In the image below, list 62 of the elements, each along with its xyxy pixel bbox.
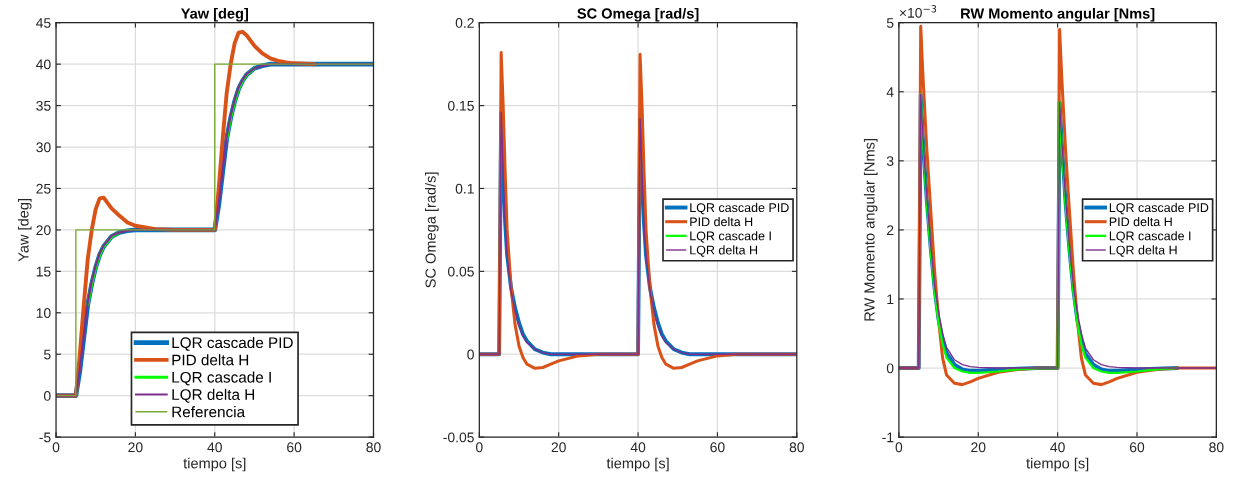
y-tick-label: 0 [886,363,894,374]
x-tick-label: 60 [287,442,302,453]
legend-label: LQR cascade PID [690,202,789,215]
x-tick-label: 20 [128,442,143,453]
y-tick-label: 0.2 [455,18,474,28]
y-tick-label: 40 [36,59,51,70]
legend-label: LQR cascade I [172,371,271,386]
text: ×10$^{−3}$ [899,5,937,18]
legend-label: LQR delta H [1109,245,1177,257]
legend-label: LQR cascade PID [172,336,293,351]
x-tick-label: 60 [1129,442,1145,453]
legend-label: PID delta H [1109,217,1172,227]
x-tick-label: 80 [789,442,804,453]
y-tick-label: 20 [36,225,51,236]
x-tick-label: 60 [710,442,725,453]
y-tick-label: 35 [36,100,51,111]
x-axis-title: tiempo [s] [1026,457,1089,472]
y-tick-label: 5 [44,349,51,360]
chart-title: RW Momento angular [Nms] [961,7,1155,22]
y-tick-label: 0.15 [447,100,474,111]
x-tick-label: 80 [366,442,381,453]
chart-title: Yaw [deg] [180,7,248,22]
y-tick-label: 1 [887,294,894,305]
y-tick-label: 0.1 [455,183,474,194]
legend-label: LQR cascade PID [1109,202,1209,215]
x-tick-label: 0 [52,442,60,453]
x-tick-label: 40 [207,442,222,453]
y-tick-label: 0.05 [447,266,474,277]
y-tick-label: 25 [36,183,51,194]
legend-label: Referencia [172,406,246,418]
y-axis-title: SC Omega [rad/s] [425,172,439,288]
chart-title: SC Omega [rad/s] [577,7,699,22]
y-tick-label: -1 [882,432,894,443]
y-tick-label: 15 [36,266,51,277]
y-tick-label: 5 [886,18,894,28]
legend-label: PID delta H [690,217,753,227]
x-tick-label: 40 [630,442,646,453]
x-tick-label: 0 [895,442,903,453]
y-tick-label: 3 [886,156,894,167]
y-tick-label: 30 [36,142,51,153]
legend-label: LQR cascade I [1109,231,1191,243]
x-axis-title: tiempo [s] [606,457,669,472]
y-axis-title: Yaw [deg] [17,199,32,262]
y-tick-label: 10 [36,308,51,318]
y-tick-label: -5 [39,432,51,443]
y-tick-label: 2 [887,225,894,235]
x-tick-label: 40 [1050,442,1065,453]
legend-label: LQR delta H [172,388,255,403]
y-tick-label: -0.05 [443,432,474,443]
legend-label: LQR cascade I [690,231,771,243]
x-tick-label: 80 [1209,442,1224,453]
x-tick-label: 20 [971,442,986,453]
legend-label: LQR delta H [690,245,758,257]
y-tick-label: 45 [36,18,51,28]
legend-label: PID delta H [172,354,249,366]
y-axis-title: RW Momento angular [Nms] [863,139,878,321]
x-tick-label: 0 [476,442,483,453]
y-tick-label: 0 [467,349,474,360]
x-tick-label: 20 [551,442,566,453]
x-axis-title: tiempo [s] [183,457,246,472]
y-tick-label: 0 [43,391,51,401]
y-tick-label: 4 [886,87,894,97]
